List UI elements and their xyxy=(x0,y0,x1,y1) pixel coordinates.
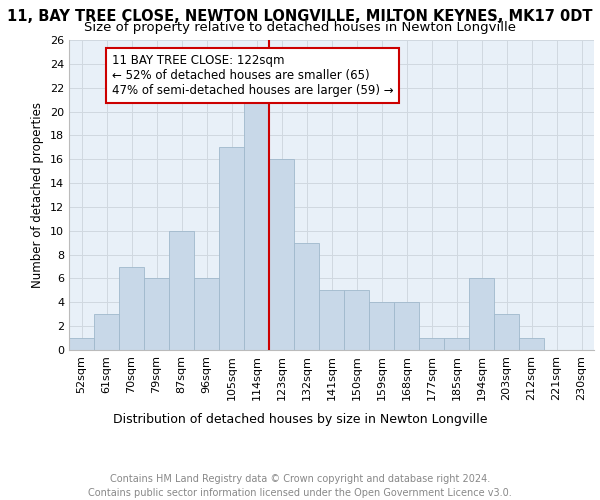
Bar xyxy=(344,290,369,350)
Y-axis label: Number of detached properties: Number of detached properties xyxy=(31,102,44,288)
Bar xyxy=(444,338,469,350)
Bar xyxy=(419,338,444,350)
Text: Contains HM Land Registry data © Crown copyright and database right 2024.
Contai: Contains HM Land Registry data © Crown c… xyxy=(88,474,512,498)
Bar xyxy=(144,278,169,350)
Bar xyxy=(244,100,269,350)
Bar xyxy=(169,231,194,350)
Bar xyxy=(194,278,219,350)
Bar xyxy=(119,266,144,350)
Bar xyxy=(69,338,94,350)
Bar xyxy=(519,338,544,350)
Bar xyxy=(294,242,319,350)
Text: Size of property relative to detached houses in Newton Longville: Size of property relative to detached ho… xyxy=(84,21,516,34)
Text: 11 BAY TREE CLOSE: 122sqm
← 52% of detached houses are smaller (65)
47% of semi-: 11 BAY TREE CLOSE: 122sqm ← 52% of detac… xyxy=(112,54,393,98)
Bar xyxy=(219,148,244,350)
Bar xyxy=(469,278,494,350)
Bar xyxy=(319,290,344,350)
Text: Distribution of detached houses by size in Newton Longville: Distribution of detached houses by size … xyxy=(113,412,487,426)
Bar xyxy=(494,314,519,350)
Bar xyxy=(269,159,294,350)
Bar xyxy=(94,314,119,350)
Bar xyxy=(369,302,394,350)
Bar xyxy=(394,302,419,350)
Text: 11, BAY TREE CLOSE, NEWTON LONGVILLE, MILTON KEYNES, MK17 0DT: 11, BAY TREE CLOSE, NEWTON LONGVILLE, MI… xyxy=(7,9,593,24)
